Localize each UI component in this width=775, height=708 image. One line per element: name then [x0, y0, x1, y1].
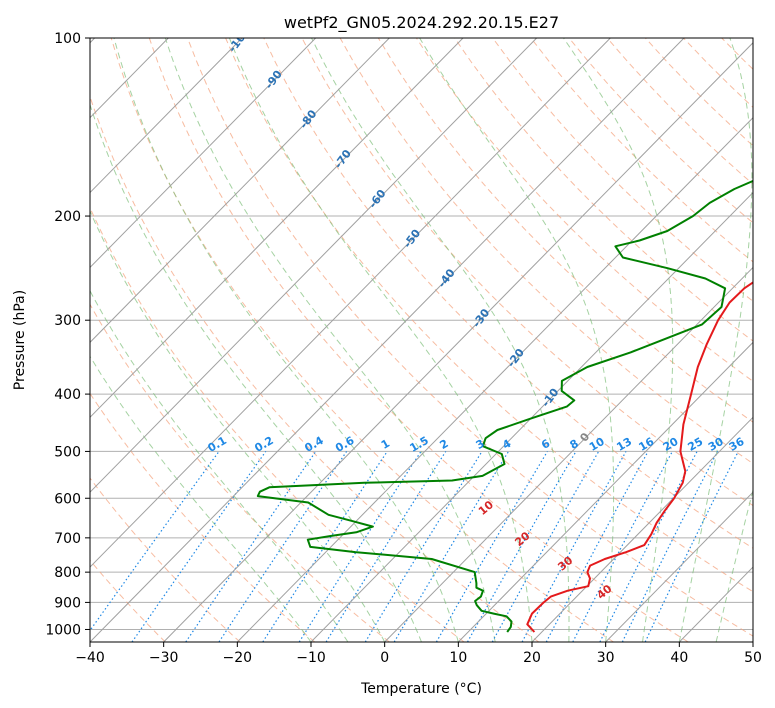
isotherm-line: [90, 38, 464, 418]
x-tick-label: −20: [223, 650, 253, 666]
y-tick-label: 1000: [45, 622, 81, 638]
dry-adiabat-line: [225, 38, 753, 593]
isotherm-line: [531, 416, 753, 642]
mixing-ratio-line: [621, 451, 719, 642]
x-tick-label: 10: [449, 650, 467, 666]
horizontal-gridlines: [90, 38, 753, 630]
isotherm-line: [457, 341, 753, 642]
isotherm-line: [90, 38, 538, 493]
moist-adiabat-line: [164, 38, 496, 642]
mixing-ratio-line: [90, 451, 220, 632]
mixing-ratio-line: [185, 451, 317, 642]
x-tick-label: −40: [75, 650, 105, 666]
moist-adiabat-line: [311, 38, 570, 642]
temperature-profile: [526, 281, 753, 633]
plot-area: -100-90-80-70-60-50-40-30-20-100 1020304…: [90, 38, 753, 642]
mixing-ratio-line: [466, 451, 577, 642]
mixing-ratio-line: [364, 451, 483, 642]
y-tick-label: 200: [54, 209, 81, 225]
x-tick-label: 0: [380, 650, 389, 666]
y-tick-label: 400: [54, 387, 81, 403]
dry-adiabat-line: [301, 38, 753, 507]
moist-adiabat-line: [228, 38, 533, 642]
x-tick-label: 20: [523, 650, 541, 666]
y-tick-label: 900: [54, 595, 81, 611]
moist-adiabat-line: [90, 103, 422, 642]
x-tick-label: 40: [670, 650, 688, 666]
dry-adiabat-line: [90, 477, 241, 642]
mixing-ratio-line: [262, 451, 388, 642]
x-tick-label: −10: [296, 650, 326, 666]
x-axis: −40 −30 −20 −10 0 10 20 30 40 50: [75, 642, 762, 666]
isotherm-line: [384, 266, 753, 642]
x-tick-label: 50: [744, 650, 762, 666]
isotherm-line: [90, 38, 685, 642]
x-axis-label: Temperature (°C): [360, 681, 482, 697]
dewpoint-profile: [256, 179, 753, 633]
isotherm-line: [163, 42, 753, 642]
isotherm-line: [90, 38, 317, 269]
x-tick-label: 30: [597, 650, 615, 666]
skewed-isotherms: [90, 38, 753, 642]
y-tick-label: 300: [54, 313, 81, 329]
isotherm-line: [605, 491, 753, 642]
isotherm-line: [90, 38, 611, 568]
chart-title: wetPf2_GN05.2024.292.20.15.E27: [284, 13, 559, 33]
y-axis: 100 200 300 400 500 600 700 800 900 1000: [45, 31, 90, 638]
moist-adiabat-line: [678, 38, 753, 642]
moist-adiabat-line: [90, 289, 349, 642]
data-series: [256, 179, 753, 633]
mixing-ratio-line: [599, 451, 698, 642]
mixing-ratio-line: [298, 451, 422, 642]
isotherm-line: [310, 191, 753, 642]
dry-adiabat-line: [90, 392, 316, 642]
dry-adiabat-line: [90, 95, 540, 642]
dry-adiabat-line: [110, 38, 614, 642]
y-tick-label: 800: [54, 565, 81, 581]
mixing-ratio-line: [131, 451, 267, 642]
dry-adiabat-line: [90, 303, 390, 642]
mixing-ratio-line: [218, 451, 348, 642]
x-tick-label: −30: [149, 650, 179, 666]
moist-adiabats: [90, 38, 753, 642]
mixing-ratio-lines: [90, 451, 739, 642]
y-tick-label: 500: [54, 444, 81, 460]
isotherm-line: [90, 38, 390, 344]
isotherm-line: [90, 38, 243, 194]
plot-frame: [89, 37, 754, 643]
mixing-ratio-line: [521, 451, 627, 642]
isotherm-line: [236, 116, 753, 642]
y-axis-label: Pressure (hPa): [12, 290, 28, 390]
y-tick-label: 700: [54, 531, 81, 547]
moist-adiabat-line: [419, 38, 615, 642]
mixing-ratio-labels: 0.1 0.2 0.4 0.6 1 1.5 2 3 4 6 8 10 13 16 20 25 30 36: [206, 434, 747, 455]
dry-adiabat-line: [148, 38, 689, 642]
y-tick-label: 100: [54, 31, 81, 47]
moist-adiabat-line: [715, 488, 753, 642]
mixing-ratio-line: [545, 451, 649, 642]
y-tick-label: 600: [54, 491, 81, 507]
moist-adiabat-line: [563, 38, 674, 642]
dry-adiabat-line: [263, 38, 753, 549]
moist-adiabat-line: [113, 38, 459, 642]
